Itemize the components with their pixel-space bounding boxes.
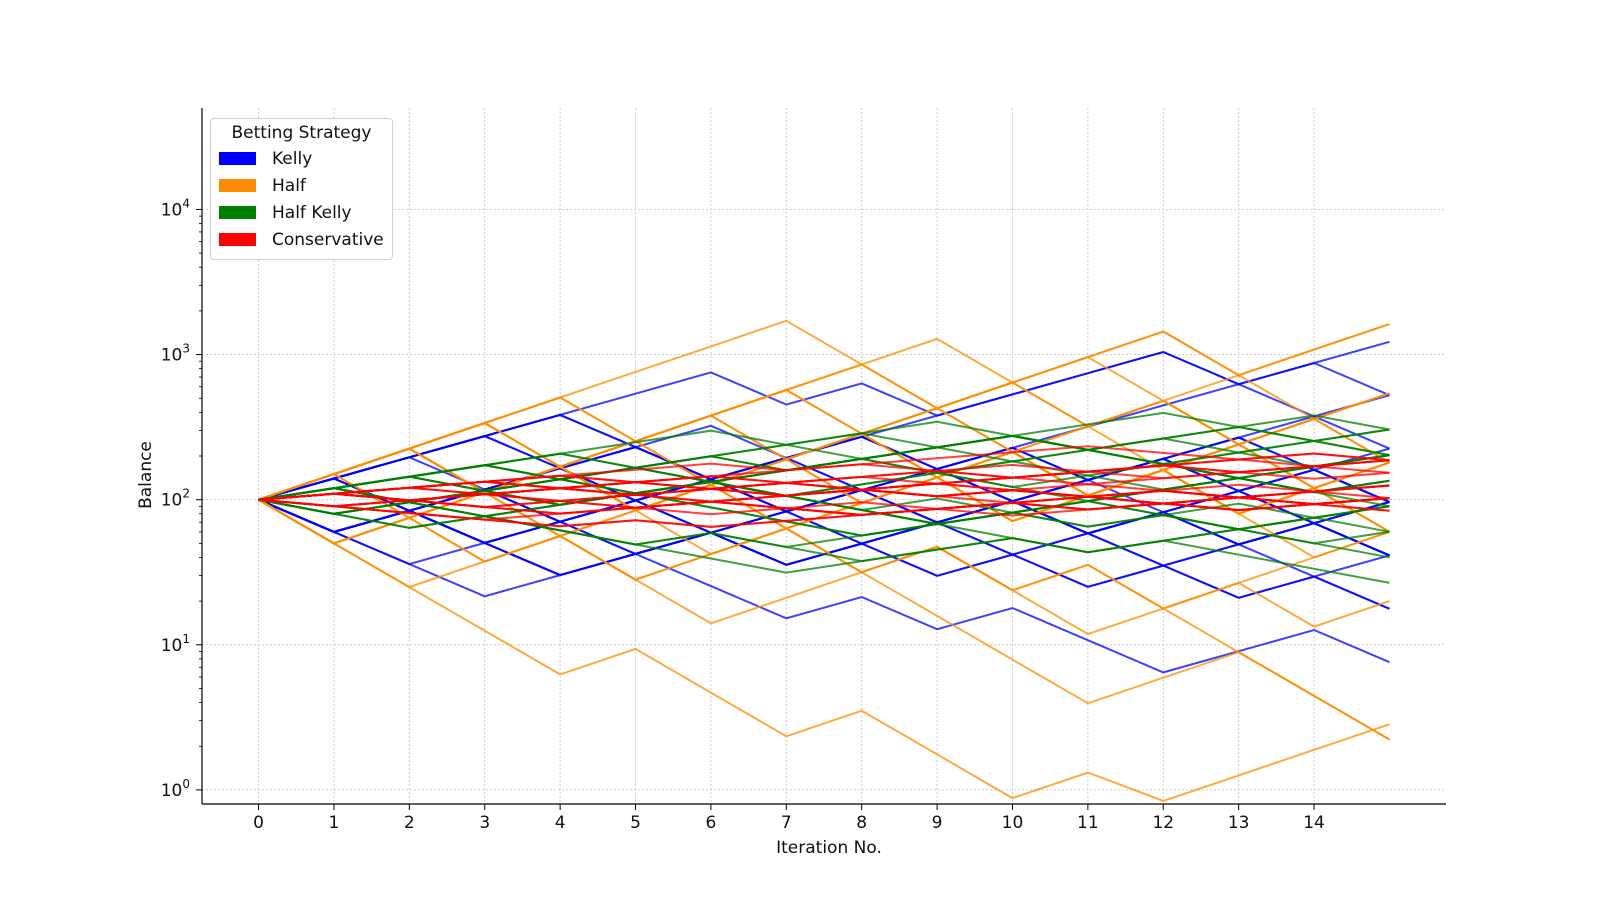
- x-tick-label: 0: [253, 813, 264, 833]
- legend-label: Kelly: [272, 148, 313, 169]
- y-tick-label: 100: [161, 777, 190, 801]
- legend: Betting Strategy Kelly Half Half Kelly C…: [210, 118, 393, 260]
- x-tick-label: 4: [555, 813, 566, 833]
- x-axis-label: Iteration No.: [776, 838, 882, 858]
- legend-item-half-kelly: Half Kelly: [219, 199, 384, 226]
- y-tick-label: 102: [161, 487, 190, 511]
- series-path: [258, 490, 1390, 521]
- x-tick-label: 3: [479, 813, 490, 833]
- x-tick-label: 8: [856, 813, 867, 833]
- series-path: [258, 435, 1390, 557]
- x-tick-label: 1: [329, 813, 340, 833]
- series-path: [258, 350, 1390, 501]
- series-path: [258, 498, 1390, 574]
- y-tick-label: 101: [161, 632, 190, 656]
- y-tick-label: 104: [161, 196, 190, 220]
- legend-item-conservative: Conservative: [219, 226, 384, 253]
- legend-swatch-half-kelly: [219, 206, 256, 219]
- x-tick-label: 13: [1228, 813, 1250, 833]
- x-tick-label: 12: [1152, 813, 1174, 833]
- legend-label: Conservative: [272, 229, 384, 250]
- x-tick-label: 11: [1077, 813, 1099, 833]
- y-tick-label: 103: [161, 342, 190, 366]
- legend-swatch-conservative: [219, 233, 256, 246]
- series-path: [258, 350, 1390, 501]
- x-tick-label: 10: [1002, 813, 1024, 833]
- grid: [202, 108, 1446, 804]
- series-lines: [257, 319, 1391, 802]
- legend-swatch-kelly: [219, 152, 256, 165]
- legend-item-half: Half: [219, 172, 384, 199]
- x-tick-label: 2: [404, 813, 415, 833]
- series-path: [258, 356, 1390, 501]
- legend-label: Half: [272, 175, 306, 196]
- series-conservative: [258, 445, 1390, 528]
- x-tick-label: 14: [1303, 813, 1325, 833]
- legend-swatch-half: [219, 179, 256, 192]
- x-tick-label: 7: [781, 813, 792, 833]
- series-half: [257, 319, 1391, 802]
- legend-title: Betting Strategy: [231, 123, 372, 143]
- y-axis-label: Balance: [136, 441, 156, 509]
- legend-item-kelly: Kelly: [219, 145, 384, 172]
- x-tick-label: 5: [630, 813, 641, 833]
- series-path: [258, 340, 1390, 534]
- legend-label: Half Kelly: [272, 202, 352, 223]
- x-tick-label: 6: [705, 813, 716, 833]
- series-path: [257, 498, 1390, 802]
- series-path: [258, 480, 1390, 501]
- x-tick-label: 9: [932, 813, 943, 833]
- series-path: [258, 421, 1391, 741]
